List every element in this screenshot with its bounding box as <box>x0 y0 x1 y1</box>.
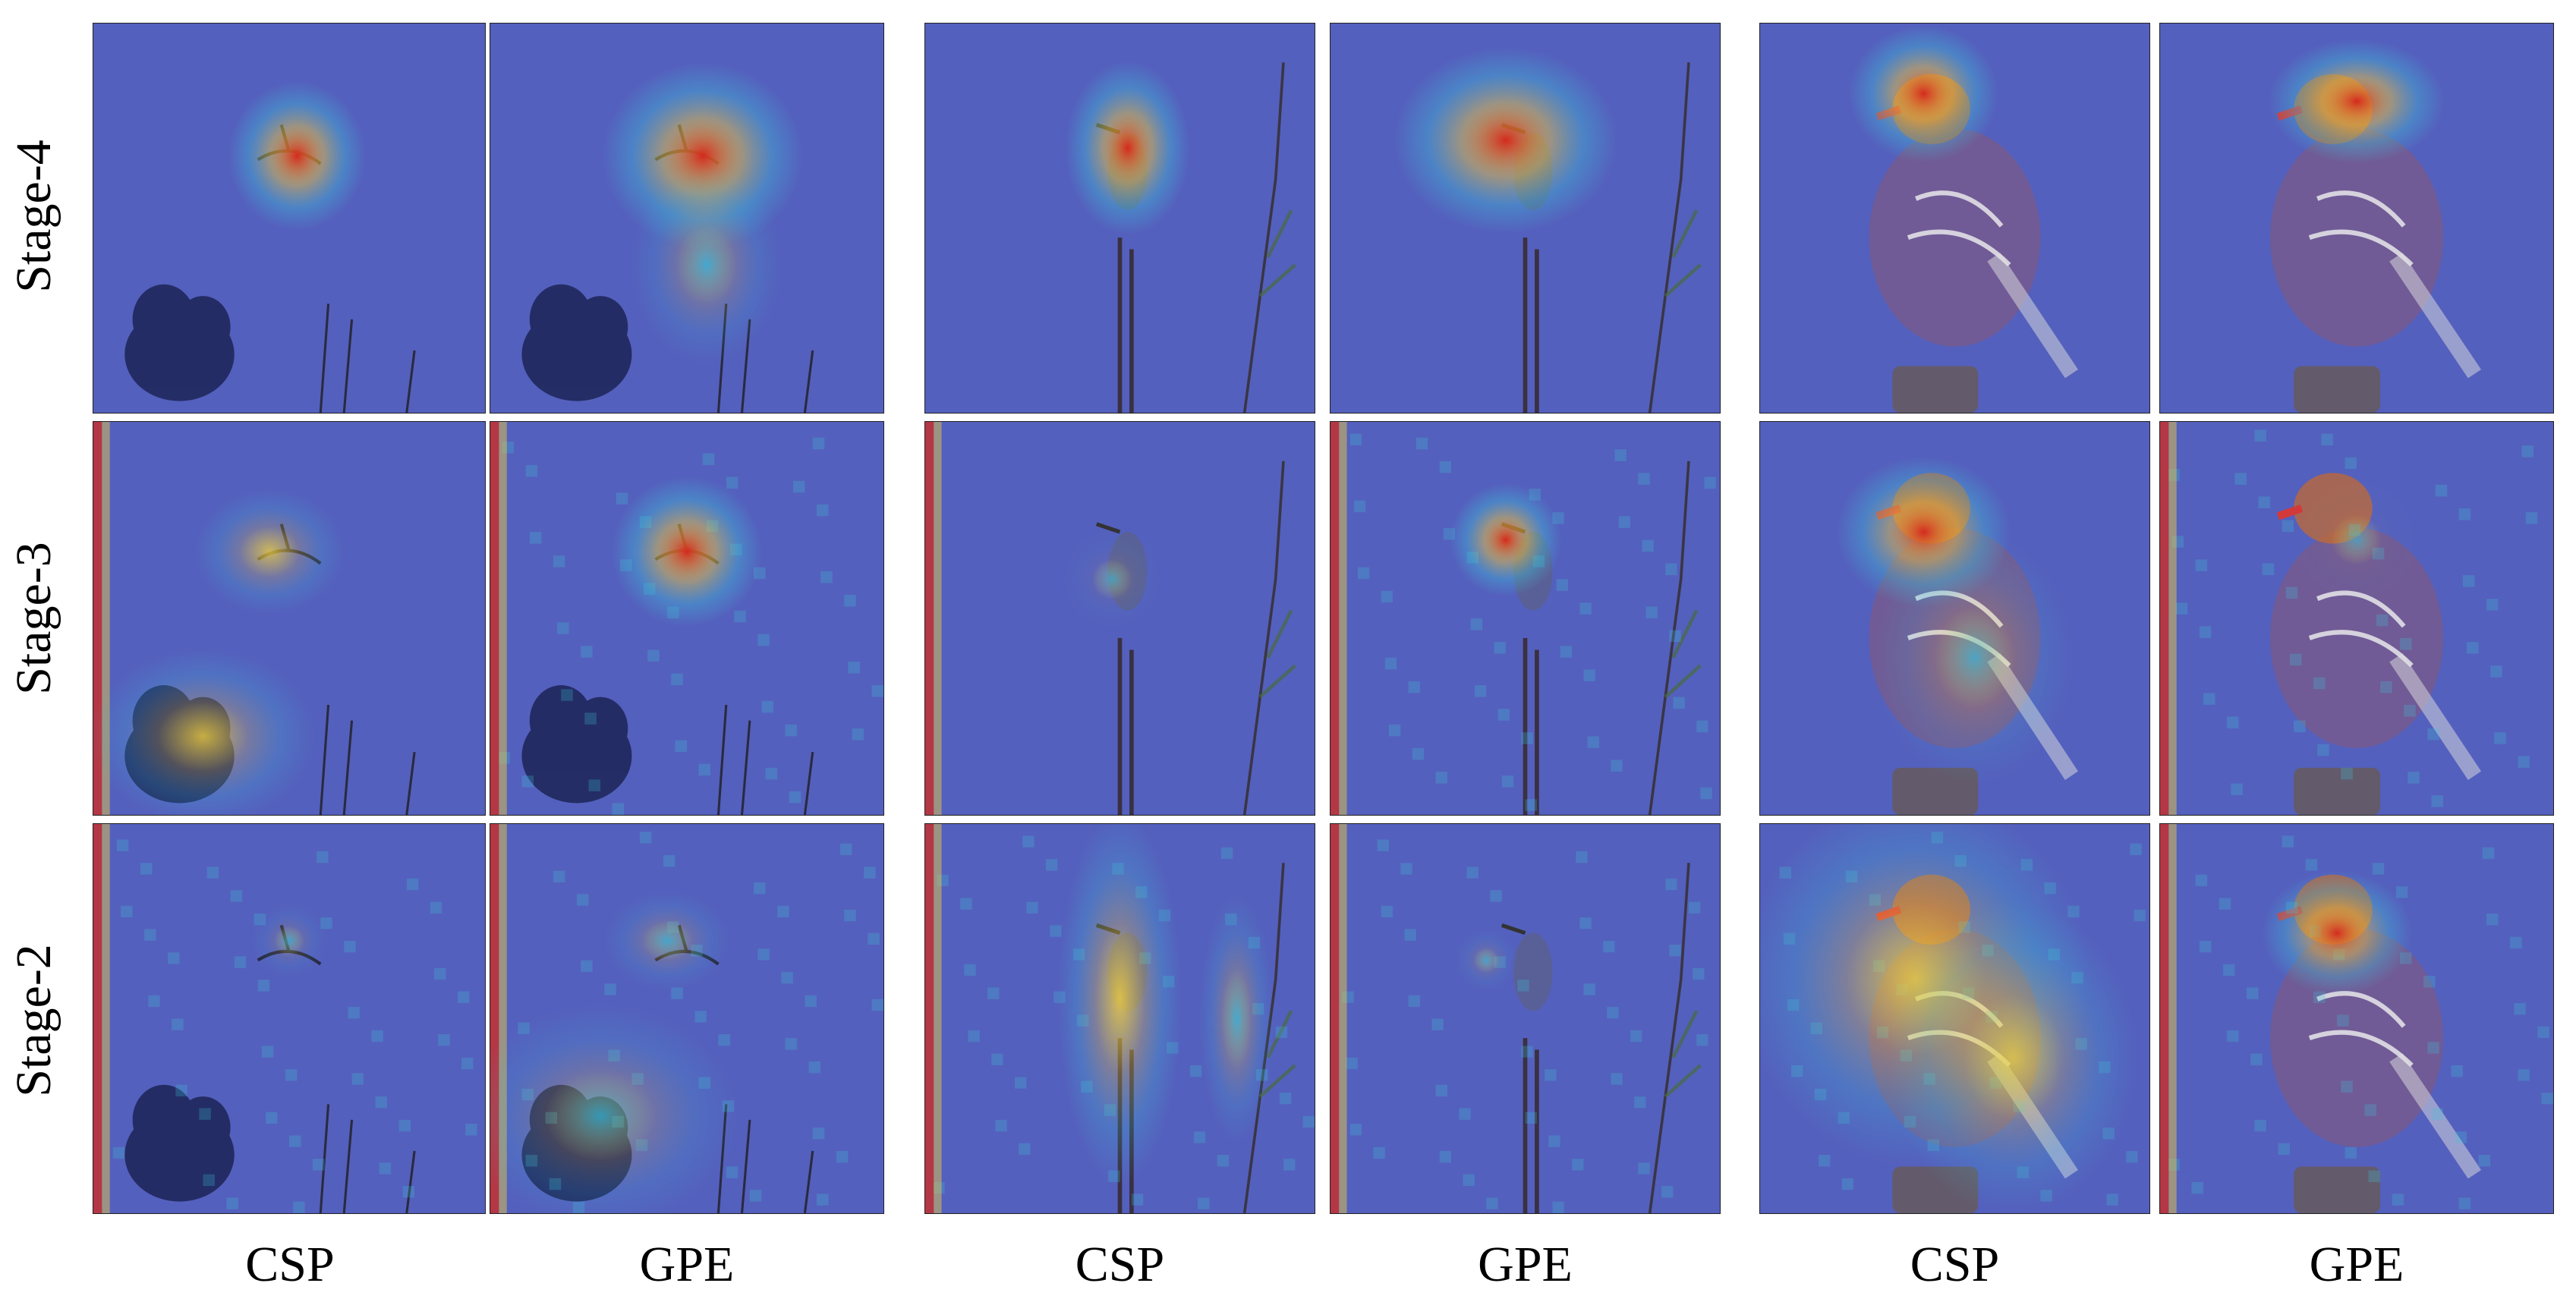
heat-blob <box>611 476 763 627</box>
heatmap-svg <box>1760 422 2149 815</box>
heatmap-mandarin-duck-gpe-stage-4 <box>2159 23 2554 414</box>
heatmap-svg <box>925 422 1315 815</box>
heat-blob <box>228 80 367 231</box>
heat-blob <box>251 903 327 979</box>
heatmap-svg <box>1331 422 1720 815</box>
heatmap-svg <box>490 422 883 815</box>
column-label-csp-3: CSP <box>1910 1237 2000 1292</box>
column-label-csp-1: CSP <box>245 1237 335 1292</box>
heat-blob <box>2268 39 2445 164</box>
heatmap-svg <box>1760 24 2149 413</box>
heatmap-svg <box>1331 24 1720 413</box>
heat-blob <box>1848 25 1998 162</box>
heat-blob <box>2294 476 2420 603</box>
heatmap-mandarin-duck-csp-stage-2 <box>1759 823 2150 1214</box>
heat-blob <box>490 1004 739 1213</box>
heat-blob <box>2261 870 2413 995</box>
column-label-gpe-1: GPE <box>639 1237 735 1292</box>
heat-blob <box>1062 528 1162 630</box>
heatmap-svg <box>490 24 883 413</box>
heatmap-flying-bird-gpe-stage-3 <box>490 421 884 816</box>
column-label-csp-2: CSP <box>1075 1237 1165 1292</box>
heat-blob <box>1449 483 1562 596</box>
heatmap-svg <box>925 24 1315 413</box>
row-label-stage-4: Stage-4 <box>6 140 62 293</box>
heat-blob <box>1455 929 1518 992</box>
row-label-stage-2: Stage-2 <box>6 944 62 1097</box>
heatmap-mandarin-duck-gpe-stage-3 <box>2159 421 2554 816</box>
heat-blob <box>1888 901 2138 1213</box>
heatmap-flying-bird-gpe-stage-2 <box>490 823 884 1214</box>
heatmap-svg <box>2160 24 2553 413</box>
heatmap-svg <box>1331 824 1720 1213</box>
heatmap-heron-gpe-stage-2 <box>1330 823 1721 1214</box>
heatmap-svg <box>1760 824 2149 1213</box>
heat-blob <box>604 891 730 991</box>
heatmap-flying-bird-csp-stage-4 <box>93 23 486 414</box>
heat-blob <box>1057 824 1183 1187</box>
heatmap-mandarin-duck-csp-stage-3 <box>1759 421 2150 816</box>
heatmap-heron-csp-stage-4 <box>924 23 1315 414</box>
heatmap-svg <box>93 422 485 815</box>
heatmap-svg <box>490 824 883 1213</box>
heat-blob <box>1393 46 1618 234</box>
heatmap-mandarin-duck-csp-stage-4 <box>1759 23 2150 414</box>
row-label-stage-3: Stage-3 <box>6 542 62 695</box>
heat-blob <box>1199 894 1274 1143</box>
column-label-gpe-3: GPE <box>2309 1237 2404 1292</box>
heat-blob <box>631 165 783 365</box>
heatmap-heron-csp-stage-2 <box>924 823 1315 1214</box>
heatmap-svg <box>2160 824 2553 1213</box>
heatmap-mandarin-duck-gpe-stage-2 <box>2159 823 2554 1214</box>
heat-blob <box>1065 61 1190 236</box>
heatmap-flying-bird-gpe-stage-4 <box>490 23 884 414</box>
heatmap-svg <box>2160 422 2553 815</box>
heatmap-svg <box>925 824 1315 1213</box>
heat-blob <box>1874 532 2074 784</box>
heatmap-heron-gpe-stage-4 <box>1330 23 1721 414</box>
column-label-gpe-2: GPE <box>1478 1237 1573 1292</box>
heatmap-svg <box>93 824 485 1213</box>
heatmap-heron-csp-stage-3 <box>924 421 1315 816</box>
heatmap-heron-gpe-stage-3 <box>1330 421 1721 816</box>
heatmap-svg <box>93 24 485 413</box>
heat-blob <box>194 489 345 615</box>
heatmap-flying-bird-csp-stage-3 <box>93 421 486 816</box>
heat-blob <box>93 648 316 815</box>
heatmap-flying-bird-csp-stage-2 <box>93 823 486 1214</box>
